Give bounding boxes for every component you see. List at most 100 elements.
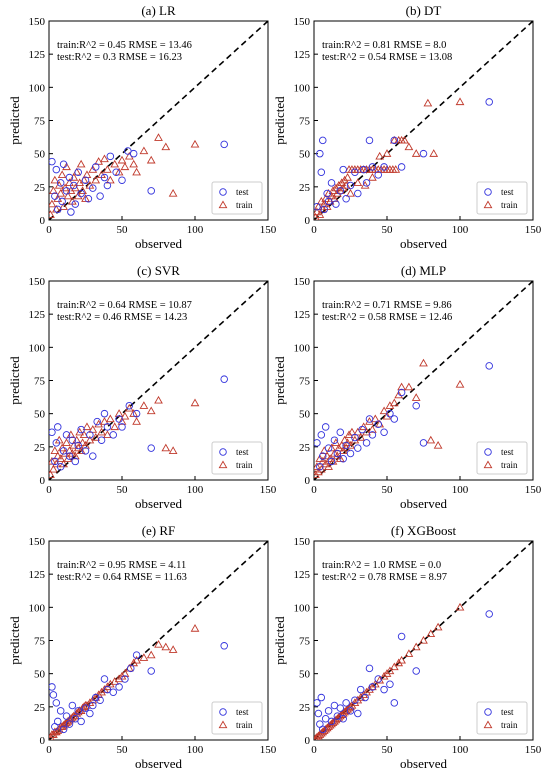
train-point	[117, 417, 127, 425]
train-point	[114, 674, 124, 683]
train-point	[82, 422, 92, 431]
test-point	[324, 707, 333, 715]
chart-panel-3: (c) SVR 0 50 100 150 0 25 50 75 100 125 150 observed…	[7, 263, 277, 511]
test-point	[96, 192, 104, 200]
test-point	[320, 205, 328, 214]
legend-box	[211, 441, 263, 475]
train-point	[346, 188, 355, 197]
test-point	[132, 409, 141, 418]
train-point	[161, 142, 171, 151]
train-point	[132, 167, 141, 176]
train-point	[62, 438, 71, 447]
train-point	[314, 467, 323, 476]
test-point	[77, 425, 85, 434]
train-point	[117, 155, 127, 164]
test-point	[65, 452, 74, 460]
test-point	[485, 610, 493, 618]
train-point	[120, 162, 130, 171]
legend-marker-test	[219, 448, 227, 456]
test-point	[336, 187, 345, 195]
train-point	[365, 417, 374, 425]
train-point	[59, 720, 68, 729]
train-point	[114, 167, 124, 176]
y-tick-label: 0	[40, 475, 46, 487]
train-point	[353, 178, 363, 187]
test-point	[351, 433, 359, 442]
train-point	[343, 173, 352, 181]
metric-line: test:R^2 = 0.3 RMSE = 16.23	[57, 52, 182, 63]
x-tick-label: 50	[117, 224, 129, 236]
train-point	[419, 358, 428, 367]
test-point	[314, 699, 321, 707]
train-point	[321, 724, 331, 733]
y-tick-label: 150	[294, 16, 311, 28]
legend-marker-train	[218, 720, 228, 729]
test-point	[419, 149, 428, 158]
train-point	[110, 422, 120, 431]
test-point	[362, 439, 371, 447]
train-point	[139, 653, 149, 661]
test-point	[380, 685, 388, 694]
y-tick-label: 100	[294, 602, 311, 614]
train-point	[120, 411, 130, 420]
legend: test train	[211, 181, 263, 215]
y-tick-label: 125	[294, 569, 311, 581]
train-point	[97, 687, 106, 696]
test-point	[52, 699, 61, 707]
test-point	[361, 693, 369, 702]
legend-label: train	[501, 720, 518, 730]
test-point	[118, 176, 126, 184]
test-point	[109, 688, 117, 696]
test-point	[62, 712, 71, 720]
x-tick-label: 150	[525, 484, 542, 496]
test-point	[324, 444, 333, 452]
train-point	[50, 446, 60, 454]
y-tick-label: 50	[299, 669, 311, 681]
test-point	[342, 699, 350, 707]
train-point	[327, 443, 336, 452]
train-point	[389, 398, 399, 407]
x-axis-label: observed	[135, 496, 182, 511]
test-point	[54, 717, 62, 726]
train-point	[114, 409, 124, 417]
train-point	[340, 175, 350, 184]
test-point	[86, 431, 94, 439]
test-point	[339, 165, 347, 174]
legend: test train	[476, 701, 528, 735]
train-point	[132, 417, 141, 425]
test-point	[339, 455, 347, 463]
test-point	[365, 415, 374, 423]
x-axis-label: observed	[135, 756, 182, 771]
test-point	[327, 717, 336, 726]
train-point	[154, 133, 163, 141]
x-tick-label: 0	[311, 484, 317, 496]
train-point	[76, 446, 86, 454]
train-point	[75, 178, 85, 187]
train-point	[110, 677, 120, 685]
test-point	[333, 449, 342, 458]
chart-panel-5: (e) RF 0 50 100 150 0 25 50 75 100 125 150 observed p…	[7, 523, 277, 771]
test-point	[115, 683, 123, 691]
train-point	[360, 180, 370, 189]
train-point	[330, 448, 339, 457]
train-point	[94, 157, 104, 165]
x-tick-label: 150	[260, 484, 277, 496]
test-point	[368, 683, 377, 691]
x-tick-label: 100	[187, 484, 204, 496]
legend-label: train	[236, 200, 253, 210]
y-tick-label: 25	[34, 702, 46, 714]
test-point	[319, 452, 327, 460]
train-point	[168, 188, 178, 197]
train-point	[63, 191, 73, 200]
test-point	[365, 664, 374, 673]
test-point	[65, 173, 74, 182]
test-point	[52, 439, 61, 447]
metric-line: train:R^2 = 0.95 RMSE = 4.11	[57, 560, 186, 571]
train-point	[455, 97, 465, 106]
train-point	[426, 629, 436, 638]
test-point	[314, 709, 323, 718]
train-point	[433, 440, 443, 449]
y-tick-label: 100	[29, 82, 46, 94]
test-point	[74, 707, 82, 715]
test-point	[386, 680, 394, 689]
